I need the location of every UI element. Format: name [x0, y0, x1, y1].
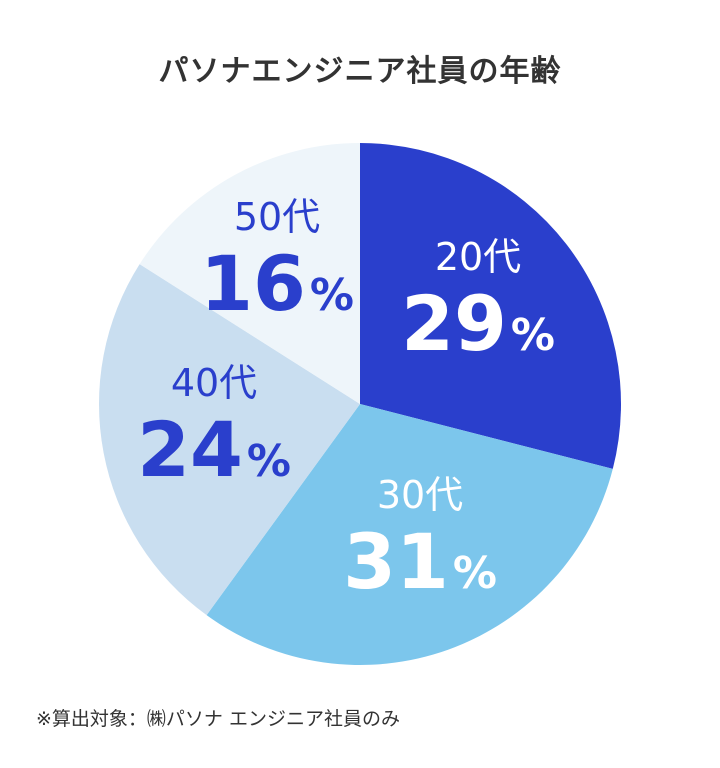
footnote: ※算出対象：㈱パソナ エンジニア社員のみ — [36, 708, 400, 730]
pie-slice-20代 — [360, 143, 621, 469]
slice-category-label: 50代 — [234, 195, 320, 239]
slice-category-label: 20代 — [435, 235, 521, 279]
pie-slice-40代 — [98, 264, 360, 616]
slice-value-label: 29% — [401, 279, 555, 368]
slice-category-label: 30代 — [377, 473, 463, 517]
slice-value-label: 24% — [137, 405, 291, 494]
pie-slice-50代 — [139, 142, 360, 404]
slice-value-label: 16% — [200, 239, 354, 328]
pie-slice-30代 — [206, 404, 613, 665]
slice-category-label: 40代 — [171, 361, 257, 405]
chart-title: パソナエンジニア社員の年齢 — [158, 54, 562, 89]
slice-value-label: 31% — [343, 517, 497, 606]
